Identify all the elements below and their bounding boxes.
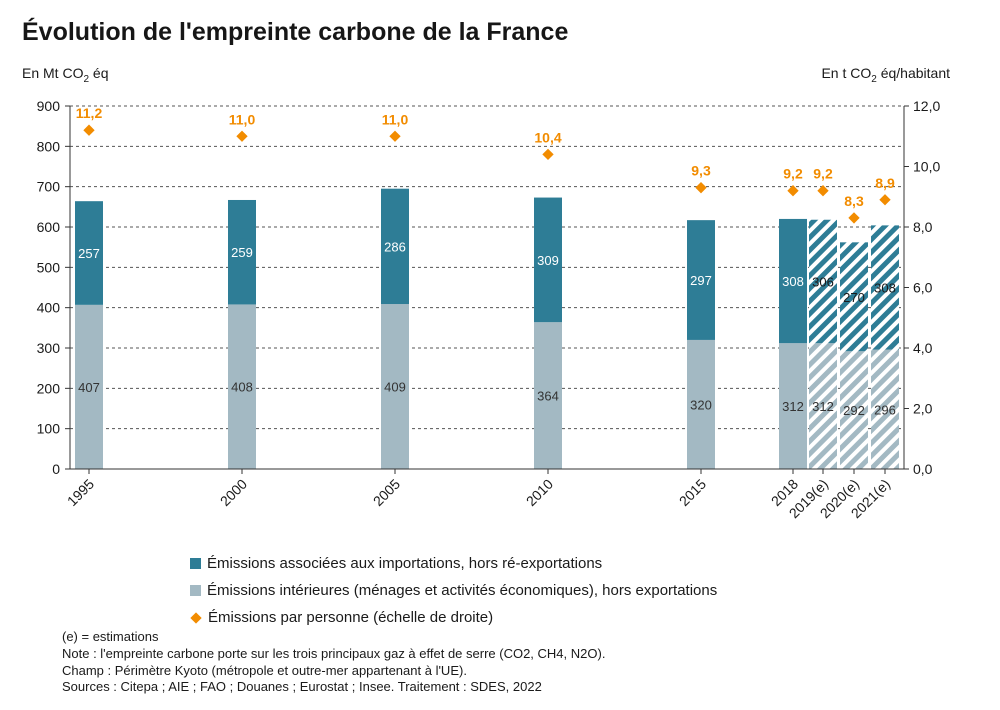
note-field: Champ : Périmètre Kyoto (métropole et ou… [62, 662, 467, 678]
carbon-footprint-chart: 0 100 200 300 400 500 600 700 800 900 0,0 2,0 4,0 6,0… [37, 98, 941, 521]
data-label-imports: 309 [537, 253, 559, 268]
bar-imports [381, 188, 409, 305]
bar-imports [534, 197, 562, 323]
bar-domestic [840, 351, 868, 469]
bar-domestic [534, 322, 562, 469]
per-person-point [389, 130, 401, 142]
left-axis-unit: En Mt CO2 éq [22, 65, 109, 85]
left-axis-tick-label: 100 [37, 421, 61, 437]
per-person-label: 9,2 [813, 166, 833, 182]
right-axis-tick-label: 8,0 [913, 219, 933, 235]
data-label-imports: 308 [874, 281, 896, 296]
x-axis-tick-label: 2005 [370, 476, 403, 509]
x-axis-tick-label: 2000 [217, 476, 250, 509]
note-scope: Note : l'empreinte carbone porte sur les… [62, 645, 606, 661]
data-labels: 407 257 408 259 409 286 364 309 320 297 312 308 312 3… [78, 239, 896, 418]
bar-domestic [871, 349, 899, 469]
per-person-label: 9,3 [691, 163, 711, 179]
data-label-domestic: 292 [843, 403, 865, 418]
data-label-domestic: 312 [812, 399, 834, 414]
per-person-points: 11,2 11,0 11,0 10,4 9,3 9,2 9,2 8,3 8,9 [76, 105, 895, 224]
x-axis-tick-label: 2010 [523, 476, 556, 509]
bar-domestic [687, 339, 715, 469]
per-person-point [83, 124, 95, 136]
data-label-domestic: 320 [690, 397, 712, 412]
legend-item-domestic: Émissions intérieures (ménages et activi… [190, 577, 717, 604]
bar-imports [779, 218, 807, 344]
per-person-label: 11,0 [229, 111, 256, 127]
left-axis-tick-label: 0 [52, 461, 60, 477]
per-person-point [848, 212, 860, 224]
bar-imports [687, 220, 715, 340]
data-label-imports: 257 [78, 246, 100, 261]
data-label-imports: 297 [690, 273, 712, 288]
right-axis-unit: En t CO2 éq/habitant [821, 65, 950, 85]
per-person-point [879, 194, 891, 206]
data-label-domestic: 364 [537, 389, 559, 404]
legend-item-imports: Émissions associées aux importations, ho… [190, 550, 717, 577]
right-axis-tick-label: 0,0 [913, 461, 933, 477]
left-axis-tick-label: 700 [37, 179, 61, 195]
legend-swatch-imports [190, 558, 201, 569]
per-person-label: 9,2 [783, 166, 803, 182]
right-axis-tick-label: 10,0 [913, 159, 940, 175]
right-axis-tick-label: 2,0 [913, 401, 933, 417]
bar-imports [809, 219, 837, 344]
data-label-imports: 259 [231, 245, 253, 260]
per-person-label: 10,4 [534, 129, 561, 145]
left-axis-tick-label: 500 [37, 259, 61, 275]
data-label-domestic: 407 [78, 380, 100, 395]
gridlines [70, 105, 904, 430]
left-axis-tick-label: 300 [37, 340, 61, 356]
data-label-domestic: 409 [384, 380, 406, 395]
legend-item-per-person: Émissions par personne (échelle de droit… [190, 604, 717, 631]
legend-marker-per-person [190, 611, 202, 624]
per-person-point [542, 148, 554, 161]
per-person-label: 8,9 [875, 175, 895, 191]
bar-imports [840, 242, 868, 352]
bar-domestic [381, 304, 409, 469]
bar-imports [228, 199, 256, 305]
legend-swatch-domestic [190, 585, 201, 596]
bar-domestic [809, 343, 837, 469]
x-axis-tick-label: 2015 [676, 476, 709, 509]
x-axis-tick-label: 1995 [64, 476, 97, 509]
per-person-point [695, 182, 707, 194]
legend: Émissions associées aux importations, ho… [190, 550, 717, 631]
data-label-domestic: 296 [874, 402, 896, 417]
bar-domestic [75, 304, 103, 469]
per-person-label: 8,3 [844, 193, 864, 209]
bar-domestic [228, 304, 256, 469]
right-axis-tick-label: 12,0 [913, 98, 940, 114]
data-label-domestic: 408 [231, 380, 253, 395]
per-person-point [236, 130, 248, 142]
left-axis-tick-label: 600 [37, 219, 61, 235]
data-label-imports: 306 [812, 274, 834, 289]
right-axis-tick-label: 4,0 [913, 340, 933, 356]
right-axis-tick-label: 6,0 [913, 280, 933, 296]
footnotes: (e) = estimations Note : l'empreinte car… [62, 629, 605, 696]
bar-imports [75, 201, 103, 305]
note-sources: Sources : Citepa ; AIE ; FAO ; Douanes ;… [62, 679, 542, 695]
note-estimations: (e) = estimations [62, 629, 159, 644]
per-person-label: 11,0 [382, 111, 409, 127]
data-label-domestic: 312 [782, 399, 804, 414]
data-label-imports: 308 [782, 274, 804, 289]
left-axis-tick-label: 900 [37, 98, 61, 114]
bar-domestic [779, 343, 807, 469]
data-label-imports: 286 [384, 239, 406, 254]
bars [75, 188, 899, 469]
per-person-point [817, 185, 829, 197]
per-person-label: 11,2 [76, 105, 103, 121]
chart-title: Évolution de l'empreinte carbone de la F… [22, 18, 569, 46]
left-axis-tick-label: 800 [37, 138, 61, 154]
bar-imports [871, 225, 899, 350]
data-label-imports: 270 [843, 290, 865, 305]
left-axis-tick-label: 400 [37, 300, 61, 316]
per-person-point [787, 185, 799, 197]
left-axis-tick-label: 200 [37, 380, 61, 396]
